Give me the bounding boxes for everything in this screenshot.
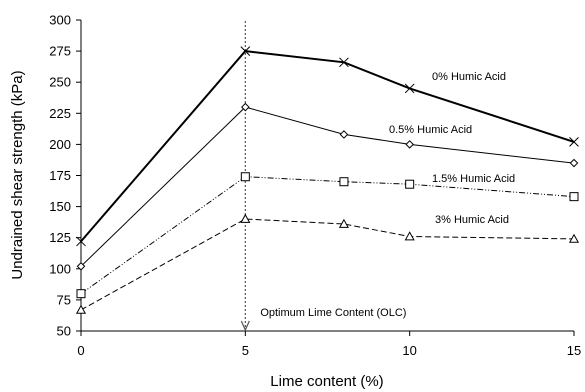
olc-annotation-label: Optimum Lime Content (OLC) bbox=[260, 307, 406, 319]
y-tick-label: 150 bbox=[49, 199, 71, 214]
x-ticks: 0 5 10 15 bbox=[77, 331, 581, 358]
data-point bbox=[240, 213, 251, 223]
x-tick-label: 0 bbox=[77, 343, 84, 358]
y-tick-label: 225 bbox=[49, 106, 71, 121]
y-tick-label: 50 bbox=[57, 324, 71, 339]
data-point bbox=[240, 46, 251, 56]
data-point bbox=[404, 83, 415, 94]
data-point bbox=[405, 140, 414, 149]
label-layer: 0% Humic Acid 0.5% Humic Acid 1.5% Humic A… bbox=[389, 71, 515, 226]
data-point bbox=[339, 177, 349, 187]
series-0 bbox=[76, 46, 579, 247]
x-axis-title: Lime content (%) bbox=[270, 373, 383, 390]
series-line bbox=[80, 176, 575, 295]
data-point bbox=[568, 233, 580, 243]
series-label: 1.5% Humic Acid bbox=[432, 173, 515, 185]
data-point bbox=[569, 192, 579, 202]
olc-arrowhead bbox=[240, 320, 250, 332]
data-point bbox=[339, 57, 349, 68]
series-2 bbox=[76, 172, 579, 299]
x-tick-label: 10 bbox=[402, 343, 416, 358]
x-tick-label: 15 bbox=[567, 343, 581, 358]
x-tick-label: 5 bbox=[242, 343, 249, 358]
data-point bbox=[241, 102, 250, 112]
series-layer bbox=[75, 46, 580, 314]
y-tick-label: 100 bbox=[49, 261, 71, 276]
annotation-layer: Optimum Lime Content (OLC) bbox=[240, 21, 406, 332]
data-point bbox=[404, 231, 415, 241]
data-point bbox=[338, 218, 349, 228]
y-tick-label: 75 bbox=[57, 292, 71, 307]
series-label: 0.5% Humic Acid bbox=[389, 124, 472, 136]
data-point bbox=[569, 158, 579, 168]
data-point bbox=[339, 130, 349, 139]
series-label: 0% Humic Acid bbox=[432, 71, 506, 83]
y-tick-label: 175 bbox=[49, 168, 71, 183]
y-tick-label: 250 bbox=[49, 75, 71, 90]
data-point bbox=[405, 179, 415, 189]
series-1 bbox=[76, 102, 579, 271]
data-point bbox=[569, 137, 579, 147]
series-line bbox=[80, 106, 575, 267]
data-point bbox=[76, 262, 86, 271]
series-label: 3% Humic Acid bbox=[435, 214, 509, 226]
data-point bbox=[76, 289, 86, 299]
data-point bbox=[240, 172, 250, 182]
y-tick-label: 275 bbox=[49, 44, 71, 59]
y-tick-label: 200 bbox=[49, 137, 71, 152]
series-3 bbox=[75, 213, 580, 314]
data-point bbox=[76, 236, 86, 247]
series-line bbox=[80, 218, 575, 311]
y-ticks: 50 75 100 125 150 175 200 225 250 275 300 bbox=[49, 13, 81, 339]
y-axis-title: Undrained shear strength (kPa) bbox=[9, 70, 26, 279]
data-point bbox=[75, 304, 87, 314]
y-tick-label: 125 bbox=[49, 230, 71, 245]
y-tick-label: 300 bbox=[49, 13, 71, 28]
